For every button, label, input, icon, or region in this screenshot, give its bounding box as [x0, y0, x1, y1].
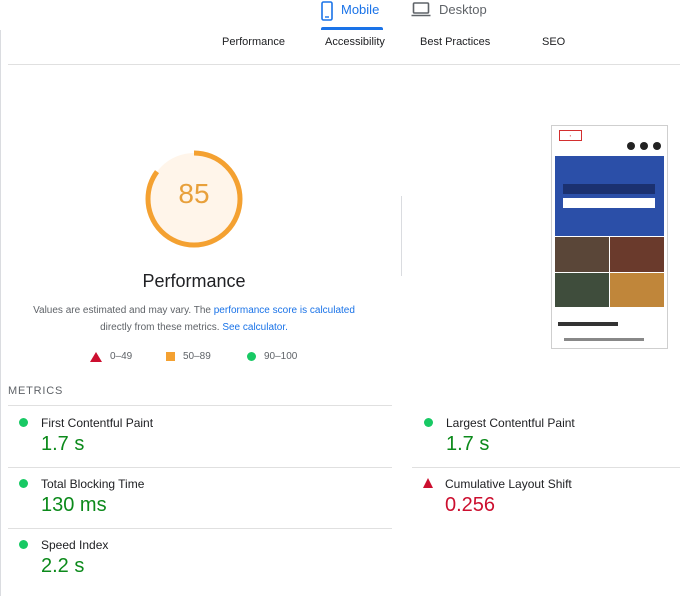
active-tab-indicator: [321, 27, 383, 30]
site-header-icons: [627, 142, 661, 150]
pass-circle-icon: [19, 479, 28, 488]
metric-divider: [8, 467, 392, 468]
site-logo: ▪: [559, 130, 582, 141]
laptop-icon: [411, 2, 431, 17]
triangle-icon: [90, 351, 102, 362]
performance-score: 85: [178, 178, 210, 209]
tab-mobile-label: Mobile: [341, 2, 380, 17]
phone-icon: [321, 1, 333, 21]
metric-divider: [8, 528, 392, 529]
site-heading-bar: [558, 322, 618, 326]
page-screenshot-thumbnail[interactable]: ▪: [551, 125, 668, 349]
site-hero-bar: [563, 184, 655, 194]
metric-divider: [8, 405, 392, 406]
fail-triangle-icon: [423, 478, 433, 488]
site-text-bar: [564, 338, 644, 341]
tab-mobile[interactable]: Mobile: [321, 0, 379, 31]
legend-fail: 0–49: [90, 351, 132, 362]
performance-score-link[interactable]: performance score is calculated: [213, 305, 355, 316]
see-calculator-link[interactable]: See calculator.: [222, 322, 288, 333]
tab-desktop-label: Desktop: [439, 2, 487, 17]
tab-best-practices[interactable]: Best Practices: [420, 36, 491, 48]
square-icon: [166, 352, 175, 361]
tab-seo[interactable]: SEO: [542, 36, 566, 48]
legend-pass: 90–100: [247, 351, 297, 362]
site-tiles: [555, 237, 664, 307]
site-hero: [555, 156, 664, 236]
legend-average: 50–89: [166, 351, 211, 362]
tabs-divider: [8, 64, 680, 65]
site-search-box: [563, 198, 655, 208]
frame-border: [0, 30, 1, 596]
device-tabs: Mobile Desktop: [0, 0, 680, 30]
pass-circle-icon: [424, 418, 433, 427]
gauge-title: Performance: [142, 271, 246, 291]
performance-gauge: [145, 150, 243, 248]
vertical-separator: [401, 196, 402, 276]
tab-desktop[interactable]: Desktop: [411, 0, 487, 31]
pass-circle-icon: [19, 540, 28, 549]
circle-icon: [247, 352, 256, 361]
score-description: Values are estimated and may vary. The p…: [33, 305, 355, 333]
metrics-heading: METRICS: [8, 385, 64, 397]
tab-performance[interactable]: Performance: [222, 36, 285, 48]
metric-divider: [412, 467, 680, 468]
tab-accessibility[interactable]: Accessibility: [325, 36, 385, 48]
pass-circle-icon: [19, 418, 28, 427]
